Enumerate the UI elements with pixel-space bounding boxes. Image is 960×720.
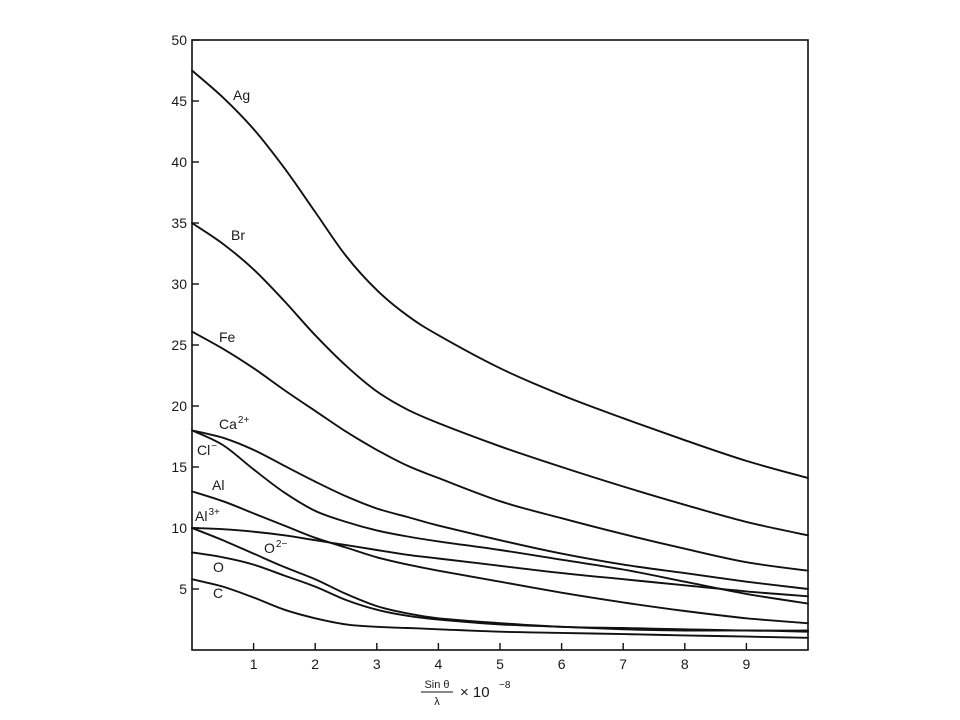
- series-line: [191, 490, 809, 625]
- y-axis: 5 10 15 20 25 30 35 40 45 50: [171, 32, 199, 597]
- series-line: [191, 527, 809, 632]
- series-line: [191, 429, 809, 590]
- x-tick-label: 5: [496, 656, 504, 672]
- x-tick-label: 8: [681, 656, 689, 672]
- x-tick-label: 4: [435, 656, 443, 672]
- x-tick-label: 2: [311, 656, 319, 672]
- y-tick-label: 40: [171, 154, 187, 170]
- series-label: Br: [231, 227, 245, 243]
- y-tick-label: 25: [171, 337, 187, 353]
- y-tick-label: 10: [171, 520, 187, 536]
- y-tick-label: 30: [171, 276, 187, 292]
- series-line: [191, 551, 809, 633]
- x-label-numerator: Sin θ: [424, 679, 449, 691]
- y-tick-label: 35: [171, 215, 187, 231]
- y-tick-label: 5: [179, 581, 187, 597]
- y-tick-label: 45: [171, 93, 187, 109]
- series-label: Cl−: [197, 441, 217, 458]
- x-tick-label: 7: [619, 656, 627, 672]
- plot-frame: [191, 39, 809, 651]
- series-label: Al: [212, 477, 224, 493]
- x-axis-label: Sin θ λ × 10 −8: [421, 679, 511, 708]
- y-tick-label: 20: [171, 398, 187, 414]
- x-label-denominator: λ: [434, 696, 440, 708]
- y-tick-label: 15: [171, 459, 187, 475]
- series-label: Ca2+: [219, 415, 249, 432]
- series-line: [191, 330, 809, 572]
- series-line: [191, 578, 809, 639]
- series-label: Al3+: [195, 507, 220, 524]
- series-label: O2−: [264, 539, 287, 556]
- series-line: [191, 429, 809, 605]
- y-tick-label: 50: [171, 32, 187, 48]
- x-tick-label: 1: [250, 656, 258, 672]
- x-axis: 1 2 3 4 5 6 7 8 9: [250, 643, 751, 672]
- series-line: [191, 527, 809, 598]
- series-label: Ag: [233, 87, 250, 103]
- series-group: [191, 69, 809, 639]
- series-label: O: [213, 559, 224, 575]
- series-label: Fe: [219, 329, 236, 345]
- series-label: C: [213, 585, 223, 601]
- series-line: [191, 222, 809, 537]
- x-tick-label: 9: [743, 656, 751, 672]
- x-label-factor: × 10: [460, 684, 490, 701]
- x-label-exponent: −8: [499, 680, 511, 691]
- series-labels: Ag Br Fe Ca2+Cl− Al Al3+ O2− OC: [195, 87, 287, 601]
- series-line: [191, 69, 809, 479]
- x-tick-label: 3: [373, 656, 381, 672]
- x-tick-label: 6: [558, 656, 566, 672]
